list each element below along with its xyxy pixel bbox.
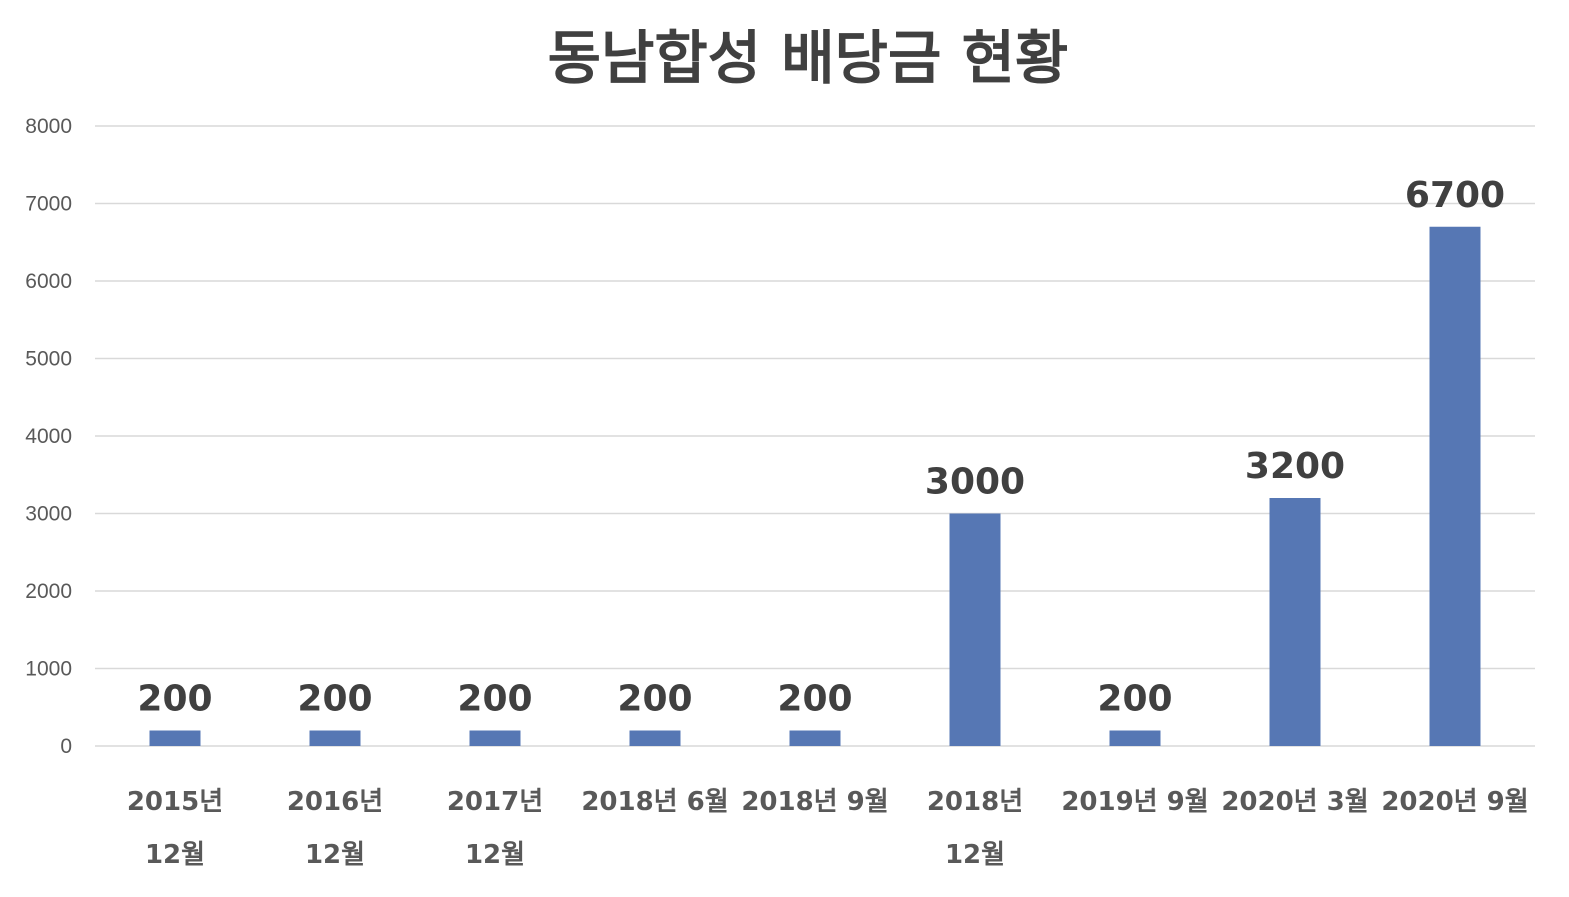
data-label: 3200 (1245, 446, 1345, 487)
bars (149, 226, 1481, 746)
data-label: 200 (297, 679, 372, 720)
y-tick-label: 8000 (25, 115, 72, 138)
y-tick-label: 6000 (25, 270, 72, 293)
data-label: 200 (617, 679, 692, 720)
x-tick-label: 2018년 12월 (927, 787, 1023, 870)
chart-title: 동남합성 배당금 현황 (548, 24, 1069, 92)
x-axis-ticks: 2015년 12월 2016년 12월 2017년 12월 2018년 6월 2018년 9월… (127, 787, 1529, 870)
bar (949, 513, 1001, 746)
x-tick-label: 2019년 9월 (1061, 787, 1208, 817)
x-tick-label: 2020년 3월 (1221, 787, 1368, 817)
y-tick-label: 3000 (25, 503, 72, 526)
data-label: 3000 (925, 462, 1025, 503)
data-label: 6700 (1405, 175, 1505, 216)
y-tick-label: 5000 (25, 348, 72, 371)
bar (1429, 226, 1481, 746)
y-tick-label: 2000 (25, 580, 72, 603)
data-label: 200 (777, 679, 852, 720)
data-label: 200 (1097, 679, 1172, 720)
data-label: 200 (457, 679, 532, 720)
bar (309, 730, 361, 746)
bar (149, 730, 201, 746)
y-tick-label: 1000 (25, 658, 72, 681)
y-tick-label: 4000 (25, 425, 72, 448)
x-tick-label: 2017년 12월 (447, 787, 543, 870)
data-labels: 200 200 200 200 200 3000 200 3200 6700 (137, 175, 1505, 720)
y-tick-label: 7000 (25, 193, 72, 216)
bar (1109, 730, 1161, 746)
y-axis-ticks: 0 1000 2000 3000 4000 5000 6000 7000 8000 (25, 115, 72, 758)
y-tick-label: 0 (60, 735, 72, 758)
bar (789, 730, 841, 746)
x-tick-label: 2018년 6월 (581, 787, 728, 817)
data-label: 200 (137, 679, 212, 720)
grid-layer (95, 125, 1535, 747)
bar (629, 730, 681, 746)
bar (1269, 498, 1321, 746)
bar (469, 730, 521, 746)
x-tick-label: 2016년 12월 (287, 787, 383, 870)
x-tick-label: 2020년 9월 (1381, 787, 1528, 817)
x-tick-label: 2015년 12월 (127, 787, 223, 870)
x-tick-label: 2018년 9월 (741, 787, 888, 817)
